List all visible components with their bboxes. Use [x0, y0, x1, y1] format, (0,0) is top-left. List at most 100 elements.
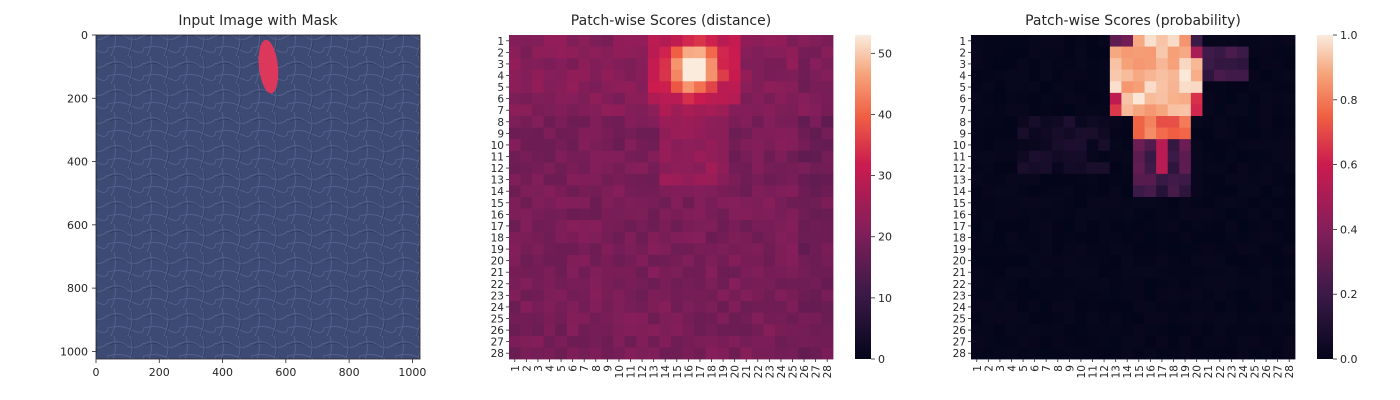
- heatmap-cell: [682, 116, 695, 128]
- heatmap-cell: [717, 197, 730, 209]
- heatmap-cell: [578, 220, 591, 233]
- heatmap-cell: [636, 185, 649, 198]
- heatmap-cell: [659, 185, 672, 198]
- heatmap-cell: [1121, 58, 1134, 71]
- heatmap-cell: [555, 335, 568, 348]
- heatmap-cell: [520, 150, 533, 163]
- heatmap-cell: [671, 173, 683, 186]
- heatmap-cell: [636, 220, 649, 233]
- heatmap-cell: [1190, 185, 1203, 198]
- heatmap-cell: [647, 127, 660, 140]
- heatmap-cell: [671, 220, 683, 233]
- heatmap-cell: [775, 278, 788, 290]
- heatmap-cell: [728, 266, 741, 279]
- heatmap-cell: [1214, 127, 1226, 140]
- x-tick-label: 8: [1053, 365, 1065, 372]
- heatmap-cell: [1167, 289, 1180, 302]
- heatmap-cell: [1075, 139, 1088, 152]
- heatmap-cell: [798, 220, 811, 233]
- heatmap-cell: [982, 278, 995, 290]
- heatmap-cell: [798, 139, 811, 152]
- heatmap-cell: [1260, 243, 1273, 256]
- heatmap-cell: [821, 243, 834, 256]
- heatmap-cell: [1133, 185, 1145, 198]
- heatmap-cell: [1237, 278, 1250, 290]
- heatmap-cell: [775, 243, 788, 256]
- heatmap-cell: [520, 231, 533, 244]
- heatmap-cell: [1156, 324, 1169, 337]
- heatmap-cell: [578, 58, 591, 71]
- heatmap-cell: [1248, 58, 1261, 71]
- heatmap-cell: [971, 127, 983, 140]
- heatmap-cell: [1005, 335, 1018, 348]
- heatmap-cell: [971, 301, 983, 314]
- heatmap-cell: [509, 46, 521, 59]
- heatmap-cell: [1179, 127, 1192, 140]
- heatmap-cell: [1225, 335, 1238, 348]
- heatmap-cell: [798, 208, 811, 221]
- heatmap-cell: [532, 324, 545, 337]
- heatmap-cell: [1017, 324, 1030, 337]
- heatmap-cell: [740, 347, 753, 360]
- heatmap-cell: [682, 35, 695, 47]
- heatmap-cell: [1040, 185, 1053, 198]
- heatmap-cell: [543, 347, 556, 360]
- heatmap-cell: [532, 116, 545, 128]
- heatmap-cell: [1028, 127, 1041, 140]
- heatmap-cell: [636, 139, 649, 152]
- heatmap-cell: [1190, 347, 1203, 360]
- heatmap-cell: [1040, 324, 1053, 337]
- heatmap-cell: [1225, 139, 1238, 152]
- heatmap-cell: [1028, 254, 1041, 267]
- y-tick-label: 10: [953, 140, 966, 152]
- heatmap-cell: [1040, 127, 1053, 140]
- y-tick-label: 20: [953, 256, 966, 268]
- heatmap-cell: [1005, 266, 1018, 279]
- heatmap-cell: [1237, 208, 1250, 221]
- heatmap-cell: [543, 35, 556, 47]
- heatmap-cell: [1109, 208, 1122, 221]
- heatmap-cell: [1086, 139, 1099, 152]
- heatmap-cell: [1052, 104, 1064, 117]
- heatmap-cell: [786, 347, 799, 360]
- heatmap-cell: [555, 208, 568, 221]
- y-tick-label: 9: [497, 128, 504, 140]
- heatmap-cell: [659, 324, 672, 337]
- heatmap-cell: [1283, 231, 1296, 244]
- heatmap-cell: [1133, 139, 1145, 152]
- x-tick-label: 28: [1284, 365, 1296, 378]
- heatmap-cell: [601, 104, 614, 117]
- heatmap-cell: [659, 35, 672, 47]
- heatmap-cell: [613, 139, 626, 152]
- heatmap-cell: [1260, 116, 1273, 128]
- heatmap-cell: [1202, 289, 1215, 302]
- heatmap-cell: [566, 127, 579, 140]
- heatmap-cell: [728, 231, 741, 244]
- heatmap-cell: [971, 335, 983, 348]
- y-tick-label: 26: [953, 325, 967, 337]
- heatmap-cell: [613, 266, 626, 279]
- heatmap-cell: [1214, 162, 1226, 175]
- heatmap-cell: [971, 173, 983, 186]
- heatmap-cell: [821, 266, 834, 279]
- heatmap-cell: [728, 347, 741, 360]
- heatmap-cell: [705, 301, 718, 314]
- heatmap-cell: [1225, 35, 1238, 47]
- heatmap-cell: [1179, 150, 1192, 163]
- heatmap-cell: [821, 127, 834, 140]
- heatmap-cell: [1225, 278, 1238, 290]
- heatmap-cell: [1214, 208, 1226, 221]
- x-tick-label: 23: [764, 365, 776, 378]
- heatmap-cell: [624, 312, 637, 325]
- heatmap-cell: [1260, 347, 1273, 360]
- heatmap-cell: [763, 197, 776, 209]
- heatmap-cell: [717, 46, 730, 59]
- heatmap-cell: [1167, 81, 1180, 94]
- heatmap-cell: [1225, 69, 1238, 82]
- heatmap-cell: [590, 35, 602, 47]
- heatmap-cell: [1225, 197, 1238, 209]
- y-tick-label: 14: [491, 186, 505, 198]
- x-tick-label: 0: [93, 366, 100, 379]
- heatmap-cell: [543, 243, 556, 256]
- heatmap-cell: [1075, 162, 1088, 175]
